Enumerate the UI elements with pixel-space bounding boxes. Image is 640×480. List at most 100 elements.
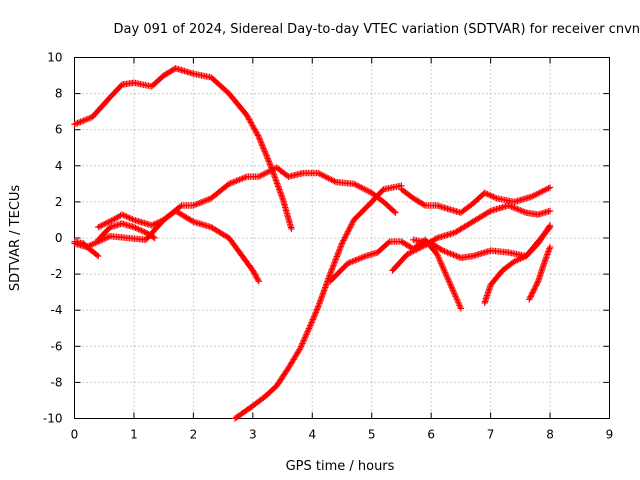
data-point-marker [518, 254, 526, 262]
data-point-marker [308, 319, 315, 326]
data-point-marker [447, 250, 454, 257]
data-point-marker [481, 189, 488, 197]
series-s8 [326, 236, 465, 312]
data-point-marker [456, 302, 463, 309]
data-point-marker [435, 255, 443, 262]
data-point-marker [358, 184, 365, 191]
data-point-marker [529, 193, 536, 200]
data-point-marker [157, 218, 164, 225]
data-point-marker [352, 181, 359, 188]
data-point-marker [410, 248, 417, 255]
data-point-marker [320, 172, 328, 180]
data-point-marker [242, 174, 249, 181]
data-point-marker [420, 201, 428, 208]
data-point-marker [491, 194, 499, 201]
x-tick-label: 0 [71, 428, 79, 442]
data-point-marker [329, 265, 336, 272]
data-point-marker [315, 169, 322, 177]
data-point-marker [304, 328, 311, 335]
data-point-marker [335, 248, 342, 256]
data-point-marker [437, 258, 444, 265]
data-point-marker [300, 337, 307, 344]
data-point-marker [299, 340, 306, 347]
y-tick-label: -6 [51, 339, 63, 353]
data-point-marker [530, 286, 538, 293]
data-point-marker [530, 287, 537, 295]
data-point-marker [254, 276, 262, 284]
x-tick-label: 6 [427, 428, 435, 442]
data-point-marker [200, 198, 207, 205]
data-point-marker [540, 187, 548, 194]
data-point-marker [454, 297, 461, 305]
y-tick-label: 8 [55, 87, 63, 101]
data-point-marker [520, 208, 527, 215]
data-point-marker [335, 247, 343, 254]
data-point-marker [123, 213, 130, 220]
data-point-marker [262, 149, 269, 157]
data-point-marker [344, 260, 352, 267]
data-point-marker [266, 159, 273, 167]
data-point-marker [539, 188, 546, 195]
data-point-marker [343, 231, 350, 238]
data-point-marker [512, 257, 520, 264]
data-point-marker [252, 272, 260, 280]
data-point-marker [391, 208, 398, 215]
data-point-marker [361, 185, 368, 193]
data-point-marker [309, 316, 317, 323]
data-point-marker [408, 248, 416, 256]
data-point-marker [255, 173, 262, 180]
data-point-marker [347, 258, 355, 266]
data-point-marker [103, 234, 111, 241]
data-point-marker [194, 200, 202, 207]
data-point-marker [347, 222, 355, 230]
data-point-marker [250, 268, 257, 276]
data-point-marker [234, 177, 242, 184]
data-point-marker [457, 303, 464, 311]
data-point-marker [328, 176, 335, 183]
data-point-marker [546, 184, 554, 191]
y-axis-label: SDTVAR / TECUs [8, 185, 23, 292]
data-point-marker [329, 263, 337, 270]
data-point-marker [349, 258, 356, 265]
data-point-marker [419, 243, 426, 250]
data-point-marker [330, 260, 338, 268]
grid [74, 57, 610, 419]
axis-ticks: 0 1 2 3 4 5 6 7 8 9 -10 -8 -6 -4 -2 0 2 4 6 8 10 [43, 51, 613, 442]
data-point-marker [517, 207, 524, 214]
data-point-marker [126, 214, 133, 222]
data-point-marker [336, 246, 343, 253]
data-point-marker [337, 243, 345, 250]
data-point-marker [188, 217, 196, 225]
data-point-marker [191, 201, 199, 209]
data-point-marker [72, 120, 80, 127]
data-point-marker [307, 320, 315, 328]
data-point-marker [439, 247, 447, 254]
data-point-marker [317, 171, 325, 178]
data-point-marker [193, 201, 200, 208]
data-point-marker [93, 251, 101, 259]
data-point-marker [341, 234, 349, 241]
data-point-marker [487, 192, 494, 199]
data-point-marker [440, 266, 447, 273]
data-point-marker [457, 305, 465, 312]
data-point-marker [236, 176, 243, 183]
data-point-marker [265, 158, 273, 165]
data-point-marker [453, 294, 460, 302]
data-point-marker [528, 290, 536, 298]
series-s2 [71, 164, 399, 251]
data-point-marker [438, 246, 445, 254]
x-tick-label: 3 [249, 428, 257, 442]
data-point-marker [135, 226, 142, 233]
series-s1 [71, 65, 295, 233]
data-point-marker [344, 229, 351, 237]
data-point-marker [532, 282, 540, 289]
data-point-marker [305, 326, 312, 334]
data-point-marker [258, 140, 265, 148]
data-point-marker [240, 174, 248, 182]
series-s5 [95, 220, 158, 244]
data-point-marker [356, 255, 364, 262]
data-point-marker [453, 296, 461, 303]
data-point-marker [417, 244, 424, 251]
data-point-marker [231, 178, 239, 185]
data-point-marker [254, 132, 262, 139]
